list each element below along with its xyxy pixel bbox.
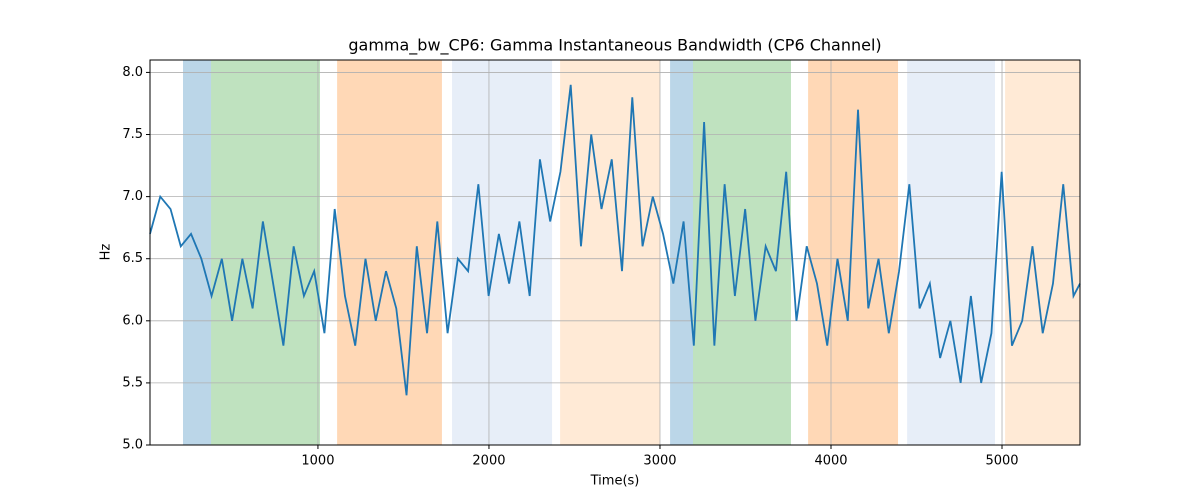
y-tick-label: 5.5 [122, 375, 143, 390]
shaded-span [183, 60, 212, 445]
data-line [149, 84, 1081, 396]
shaded-span [1005, 60, 1080, 445]
x-tick-label: 5000 [985, 454, 1018, 469]
x-tick-label: 2000 [472, 454, 505, 469]
x-tick-label: 4000 [814, 454, 847, 469]
shaded-span [560, 60, 660, 445]
x-axis-label: Time(s) [590, 474, 640, 489]
x-tick-label: 1000 [301, 454, 334, 469]
shaded-span [692, 60, 791, 445]
y-tick-label: 5.0 [122, 438, 143, 453]
y-tick-label: 6.0 [122, 313, 143, 328]
chart-title: gamma_bw_CP6: Gamma Instantaneous Bandwi… [348, 36, 881, 56]
shaded-span [211, 60, 320, 445]
shaded-span [907, 60, 996, 445]
y-tick-label: 6.5 [122, 251, 143, 266]
shaded-span [808, 60, 899, 445]
y-axis-label: Hz [99, 244, 114, 261]
shaded-span [337, 60, 442, 445]
y-tick-label: 7.0 [122, 189, 143, 204]
shaded-span [670, 60, 693, 445]
y-tick-label: 7.5 [122, 127, 143, 142]
y-tick-label: 8.0 [122, 65, 143, 80]
x-tick-label: 3000 [643, 454, 676, 469]
plot-frame [149, 59, 1081, 446]
